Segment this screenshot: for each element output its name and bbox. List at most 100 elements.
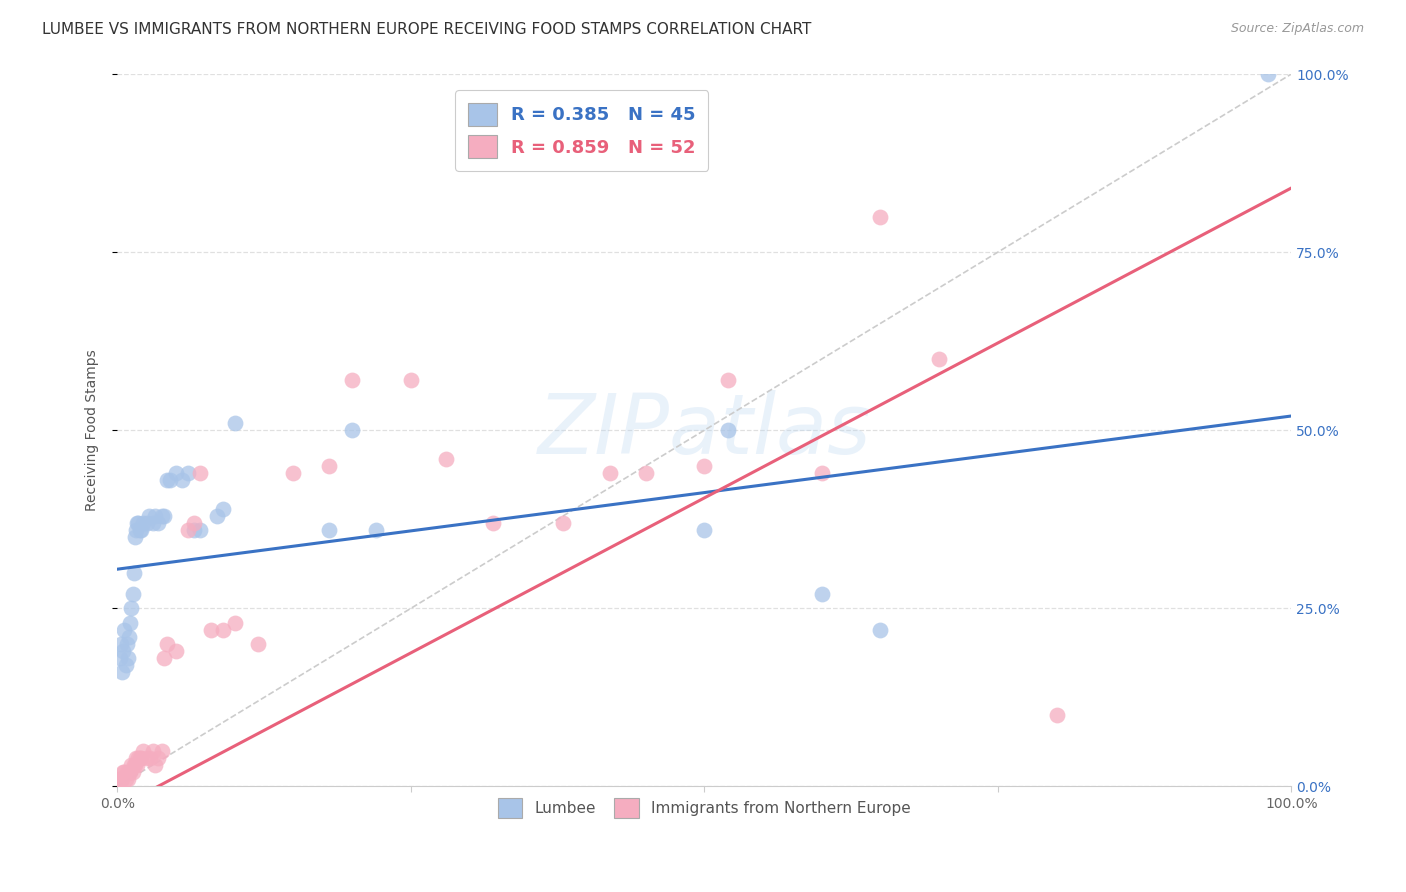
Point <box>107 772 129 787</box>
Point <box>399 373 422 387</box>
Point <box>143 758 166 772</box>
Point <box>110 772 132 787</box>
Point <box>108 651 131 665</box>
Point <box>139 751 162 765</box>
Point <box>111 772 134 787</box>
Point <box>150 744 173 758</box>
Point <box>482 516 505 530</box>
Point <box>112 765 135 780</box>
Point <box>112 623 135 637</box>
Point <box>111 665 134 680</box>
Point <box>177 466 200 480</box>
Point <box>122 758 145 772</box>
Text: ZIPatlas: ZIPatlas <box>537 390 872 471</box>
Point <box>810 587 832 601</box>
Point <box>114 658 136 673</box>
Point <box>283 466 305 480</box>
Point <box>183 516 205 530</box>
Point <box>183 523 205 537</box>
Point <box>127 758 149 772</box>
Point <box>120 615 142 630</box>
Point <box>117 651 139 665</box>
Point <box>129 751 152 765</box>
Point <box>115 637 138 651</box>
Point <box>205 508 228 523</box>
Point <box>118 765 141 780</box>
Point <box>143 508 166 523</box>
Point <box>132 744 155 758</box>
Point <box>869 623 891 637</box>
Point <box>200 623 222 637</box>
Point <box>120 758 142 772</box>
Text: Source: ZipAtlas.com: Source: ZipAtlas.com <box>1230 22 1364 36</box>
Point <box>148 516 170 530</box>
Point <box>148 751 170 765</box>
Point <box>121 765 143 780</box>
Point <box>128 523 150 537</box>
Point <box>118 630 141 644</box>
Point <box>120 601 142 615</box>
Point <box>599 466 621 480</box>
Point <box>117 772 139 787</box>
Point <box>153 508 176 523</box>
Point <box>135 516 157 530</box>
Point <box>129 523 152 537</box>
Point <box>717 373 740 387</box>
Point <box>717 423 740 437</box>
Point <box>364 523 387 537</box>
Point <box>127 751 149 765</box>
Point <box>159 473 181 487</box>
Point <box>212 623 235 637</box>
Point <box>114 772 136 787</box>
Point <box>156 637 179 651</box>
Point <box>153 651 176 665</box>
Point <box>115 765 138 780</box>
Point <box>138 508 160 523</box>
Point <box>127 516 149 530</box>
Point <box>553 516 575 530</box>
Point <box>869 210 891 224</box>
Point <box>125 751 148 765</box>
Point <box>318 523 340 537</box>
Point <box>340 373 363 387</box>
Point <box>247 637 270 651</box>
Point <box>318 458 340 473</box>
Point <box>165 466 187 480</box>
Text: LUMBEE VS IMMIGRANTS FROM NORTHERN EUROPE RECEIVING FOOD STAMPS CORRELATION CHAR: LUMBEE VS IMMIGRANTS FROM NORTHERN EUROP… <box>42 22 811 37</box>
Point <box>1045 708 1067 723</box>
Point <box>224 416 246 430</box>
Point <box>340 423 363 437</box>
Point <box>150 508 173 523</box>
Point <box>124 758 146 772</box>
Point <box>212 501 235 516</box>
Point <box>112 644 135 658</box>
Point <box>224 615 246 630</box>
Point <box>142 744 165 758</box>
Point <box>928 351 950 366</box>
Point <box>810 466 832 480</box>
Point <box>434 451 457 466</box>
Point <box>132 516 155 530</box>
Point <box>135 751 157 765</box>
Point <box>177 523 200 537</box>
Point <box>165 644 187 658</box>
Point <box>188 466 211 480</box>
Point <box>120 765 142 780</box>
Point <box>125 523 148 537</box>
Point <box>128 751 150 765</box>
Point <box>188 523 211 537</box>
Point <box>112 765 135 780</box>
Point <box>170 473 193 487</box>
Point <box>110 637 132 651</box>
Point <box>1257 67 1279 81</box>
Y-axis label: Receiving Food Stamps: Receiving Food Stamps <box>86 350 100 511</box>
Point <box>122 566 145 580</box>
Point <box>693 523 716 537</box>
Point <box>142 516 165 530</box>
Point <box>124 530 146 544</box>
Point <box>634 466 657 480</box>
Legend: Lumbee, Immigrants from Northern Europe: Lumbee, Immigrants from Northern Europe <box>491 790 918 825</box>
Point <box>127 516 149 530</box>
Point <box>108 772 131 787</box>
Point <box>121 587 143 601</box>
